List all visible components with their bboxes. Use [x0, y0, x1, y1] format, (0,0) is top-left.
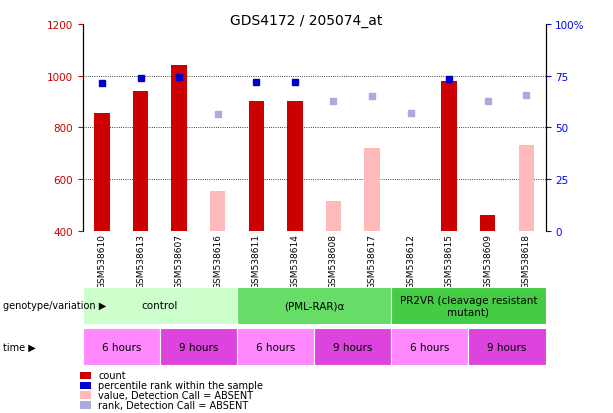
- Text: count: count: [98, 370, 126, 380]
- Bar: [480, 216, 495, 231]
- Text: 6 hours: 6 hours: [410, 342, 449, 352]
- Bar: [133, 92, 148, 231]
- Bar: [237, 328, 314, 366]
- Bar: [172, 66, 187, 231]
- Text: GSM538610: GSM538610: [97, 234, 107, 289]
- Text: GSM538609: GSM538609: [483, 234, 492, 289]
- Bar: [519, 146, 534, 231]
- Text: 9 hours: 9 hours: [333, 342, 373, 352]
- Text: GSM538613: GSM538613: [136, 234, 145, 289]
- Bar: [441, 82, 457, 231]
- Bar: [364, 149, 379, 231]
- Bar: [237, 287, 391, 324]
- Bar: [160, 328, 237, 366]
- Text: 9 hours: 9 hours: [487, 342, 527, 352]
- Text: genotype/variation ▶: genotype/variation ▶: [3, 301, 106, 311]
- Bar: [391, 287, 546, 324]
- Bar: [83, 287, 237, 324]
- Text: GSM538616: GSM538616: [213, 234, 223, 289]
- Text: GSM538618: GSM538618: [522, 234, 531, 289]
- Bar: [287, 102, 303, 231]
- Bar: [83, 328, 160, 366]
- Text: GSM538608: GSM538608: [329, 234, 338, 289]
- Text: GDS4172 / 205074_at: GDS4172 / 205074_at: [230, 14, 383, 28]
- Text: (PML-RAR)α: (PML-RAR)α: [284, 301, 345, 311]
- Text: GSM538612: GSM538612: [406, 234, 415, 289]
- Bar: [249, 102, 264, 231]
- Text: 6 hours: 6 hours: [256, 342, 295, 352]
- Bar: [391, 328, 468, 366]
- Bar: [468, 328, 546, 366]
- Text: value, Detection Call = ABSENT: value, Detection Call = ABSENT: [98, 390, 253, 400]
- Text: percentile rank within the sample: percentile rank within the sample: [98, 380, 263, 390]
- Text: GSM538611: GSM538611: [252, 234, 261, 289]
- Text: 6 hours: 6 hours: [102, 342, 141, 352]
- Text: GSM538617: GSM538617: [368, 234, 376, 289]
- Text: 9 hours: 9 hours: [179, 342, 218, 352]
- Text: control: control: [142, 301, 178, 311]
- Text: PR2VR (cleavage resistant
mutant): PR2VR (cleavage resistant mutant): [400, 295, 537, 316]
- Text: GSM538615: GSM538615: [444, 234, 454, 289]
- Text: GSM538607: GSM538607: [175, 234, 184, 289]
- Bar: [210, 191, 226, 231]
- Text: GSM538614: GSM538614: [291, 234, 299, 289]
- Bar: [326, 202, 341, 231]
- Bar: [314, 328, 391, 366]
- Text: time ▶: time ▶: [3, 342, 36, 352]
- Bar: [94, 114, 110, 231]
- Text: rank, Detection Call = ABSENT: rank, Detection Call = ABSENT: [98, 400, 248, 410]
